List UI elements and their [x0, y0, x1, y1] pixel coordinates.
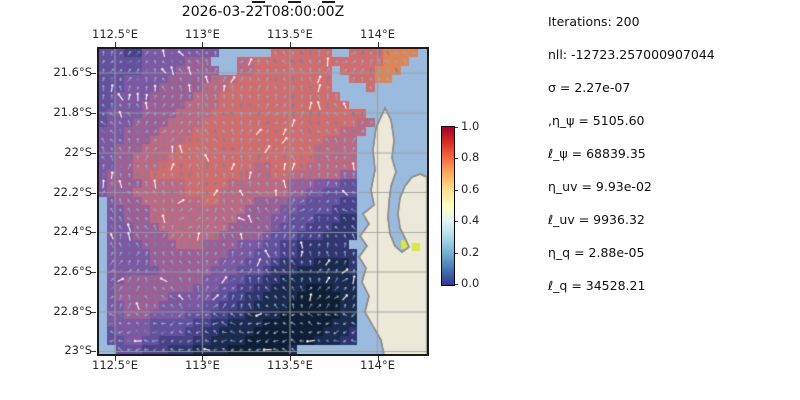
x-tick-label-top: 114°E: [360, 27, 395, 41]
stat-eta-uv: η_uv = 9.93e-02: [548, 179, 652, 194]
y-tick-label: 22°S: [64, 145, 92, 159]
colorbar-tick-label: 0.6: [461, 181, 480, 196]
axis-tickmark: [91, 232, 96, 234]
axis-tickmark: [454, 284, 458, 285]
colorbar-tick-label: 0.4: [461, 213, 480, 228]
map-axes-frame: [97, 47, 429, 356]
stat-eta-psi: ,η_ψ = 5105.60: [548, 113, 645, 128]
x-tick-label-top: 112.5°E: [92, 27, 138, 41]
axis-tickmark: [454, 127, 458, 128]
y-tick-label: 22.2°S: [53, 184, 92, 199]
colorbar-tick-label: 1.0: [461, 119, 480, 133]
title-overbar-artifact: [288, 1, 301, 3]
colorbar-tick-label: 0.8: [461, 150, 480, 165]
y-tick-label: 23°S: [64, 343, 92, 358]
axis-tickmark: [377, 356, 379, 361]
axis-tickmark: [289, 42, 291, 47]
axis-tickmark: [454, 252, 458, 254]
axis-tickmark: [454, 158, 458, 160]
axis-tickmark: [202, 42, 204, 47]
colorbar-tick-label: 0.2: [461, 244, 480, 259]
plot-title: 2026-03-22T08:00:00Z: [181, 4, 345, 20]
axis-tickmark: [91, 271, 96, 273]
y-tick-label: 22.4°S: [53, 224, 92, 239]
stat-ell-q: ℓ_q = 34528.21: [548, 278, 646, 293]
axis-tickmark: [289, 356, 291, 361]
axis-tickmark: [91, 73, 96, 74]
stat-ell-psi: ℓ_ψ = 68839.35: [548, 146, 646, 161]
axis-tickmark: [115, 356, 116, 361]
axis-tickmark: [91, 153, 96, 154]
x-tick-label-top: 113.5°E: [267, 27, 313, 41]
axis-tickmark: [202, 356, 204, 361]
x-tick-label-bottom: 112.5°E: [92, 358, 138, 372]
title-overbar-artifact: [252, 1, 265, 3]
x-tick-label-top: 113°E: [184, 27, 220, 41]
x-tick-label-bottom: 114°E: [360, 358, 395, 372]
axis-tickmark: [377, 42, 379, 47]
axis-tickmark: [454, 221, 458, 223]
axis-tickmark: [91, 312, 96, 313]
axis-tickmark: [115, 42, 116, 47]
y-tick-label: 21.8°S: [53, 104, 92, 119]
colorbar-tick-label: 0.0: [461, 276, 480, 290]
stat-eta-q: η_q = 2.88e-05: [548, 245, 645, 260]
colorbar: [441, 126, 455, 286]
stat-nll: nll: -12723.257000907044: [548, 47, 715, 62]
x-tick-label-bottom: 113.5°E: [267, 358, 313, 372]
y-tick-label: 22.6°S: [53, 263, 92, 278]
stat-iterations: Iterations: 200: [548, 14, 640, 29]
axis-tickmark: [91, 192, 96, 194]
y-tick-label: 21.6°S: [53, 65, 92, 79]
y-tick-label: 22.8°S: [53, 304, 92, 318]
stat-ell-uv: ℓ_uv = 9936.32: [548, 212, 645, 227]
axis-tickmark: [91, 112, 96, 114]
map-canvas: [99, 49, 427, 354]
x-tick-label-bottom: 113°E: [184, 358, 220, 372]
stat-sigma: σ = 2.27e-07: [548, 80, 631, 95]
title-overbar-artifact: [322, 1, 335, 3]
axis-tickmark: [91, 351, 96, 353]
axis-tickmark: [454, 189, 458, 191]
